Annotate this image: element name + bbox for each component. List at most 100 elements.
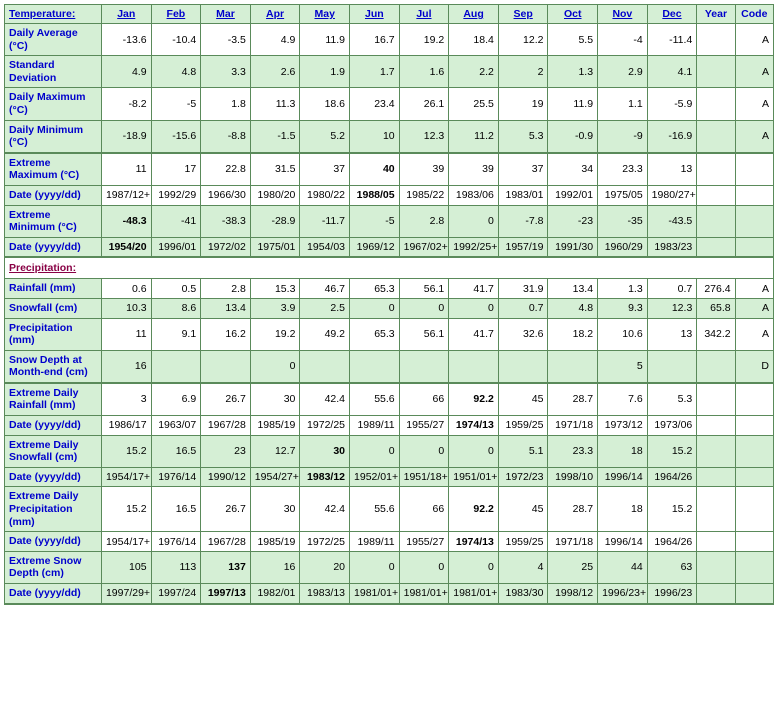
month-link[interactable]: Sep bbox=[514, 8, 533, 20]
cell bbox=[697, 383, 735, 416]
cell: 12.3 bbox=[399, 120, 449, 153]
cell: 1981/01+ bbox=[449, 584, 499, 604]
row-label: Date (yyyy/dd) bbox=[5, 237, 102, 257]
cell: 2.9 bbox=[598, 56, 648, 88]
cell: 8.6 bbox=[151, 298, 201, 318]
cell: 1974/13 bbox=[449, 416, 499, 436]
cell: 19 bbox=[498, 88, 548, 120]
cell: 5.1 bbox=[498, 435, 548, 467]
cell: 1.1 bbox=[598, 88, 648, 120]
cell: 2.8 bbox=[399, 205, 449, 237]
cell: -13.6 bbox=[101, 24, 151, 56]
cell: 15.2 bbox=[101, 487, 151, 532]
cell: 1981/01+ bbox=[350, 584, 400, 604]
table-row: Extreme Minimum (°C)-48.3-41-38.3-28.9-1… bbox=[5, 205, 774, 237]
month-link[interactable]: Jun bbox=[365, 8, 384, 20]
cell: 4.8 bbox=[548, 298, 598, 318]
month-link[interactable]: Aug bbox=[463, 8, 483, 20]
cell: 16.2 bbox=[201, 318, 251, 350]
month-link[interactable]: Nov bbox=[612, 8, 632, 20]
cell: 1972/02 bbox=[201, 237, 251, 257]
month-link[interactable]: Jul bbox=[416, 8, 431, 20]
cell: -5 bbox=[151, 88, 201, 120]
cell: 1.3 bbox=[548, 56, 598, 88]
month-link[interactable]: Mar bbox=[216, 8, 235, 20]
cell: 1972/23 bbox=[498, 467, 548, 487]
cell bbox=[735, 237, 773, 257]
cell: 39 bbox=[399, 153, 449, 186]
cell: 1992/01 bbox=[548, 185, 598, 205]
cell: 1997/29+ bbox=[101, 584, 151, 604]
cell: 42.4 bbox=[300, 487, 350, 532]
cell: 5.5 bbox=[548, 24, 598, 56]
cell: 2.2 bbox=[449, 56, 499, 88]
cell: 1972/25 bbox=[300, 416, 350, 436]
cell: 32.6 bbox=[498, 318, 548, 350]
table-row: Rainfall (mm)0.60.52.815.346.765.356.141… bbox=[5, 279, 774, 299]
cell: 1997/13 bbox=[201, 584, 251, 604]
cell bbox=[697, 56, 735, 88]
cell: 13 bbox=[647, 318, 697, 350]
month-link[interactable]: Apr bbox=[266, 8, 284, 20]
cell: 5.3 bbox=[498, 120, 548, 153]
cell: 2.6 bbox=[250, 56, 300, 88]
table-row: Date (yyyy/dd)1986/171963/071967/281985/… bbox=[5, 416, 774, 436]
cell: 1983/13 bbox=[300, 584, 350, 604]
cell bbox=[735, 584, 773, 604]
cell: 1983/01 bbox=[498, 185, 548, 205]
cell: 1976/14 bbox=[151, 532, 201, 552]
cell: A bbox=[735, 88, 773, 120]
row-label: Precipitation (mm) bbox=[5, 318, 102, 350]
cell: 4.8 bbox=[151, 56, 201, 88]
cell: 1.7 bbox=[350, 56, 400, 88]
cell: 1983/06 bbox=[449, 185, 499, 205]
cell: 56.1 bbox=[399, 279, 449, 299]
month-link[interactable]: Dec bbox=[662, 8, 681, 20]
cell: 44 bbox=[598, 551, 648, 583]
cell: 15.3 bbox=[250, 279, 300, 299]
month-link[interactable]: Feb bbox=[167, 8, 186, 20]
cell: 30 bbox=[300, 435, 350, 467]
cell bbox=[697, 584, 735, 604]
cell bbox=[735, 467, 773, 487]
cell: 0 bbox=[449, 435, 499, 467]
cell: 1996/14 bbox=[598, 532, 648, 552]
cell: 1964/26 bbox=[647, 532, 697, 552]
cell: 1960/29 bbox=[598, 237, 648, 257]
row-label: Date (yyyy/dd) bbox=[5, 532, 102, 552]
cell bbox=[697, 435, 735, 467]
col-oct: Oct bbox=[548, 5, 598, 24]
cell bbox=[735, 153, 773, 186]
cell: 23.4 bbox=[350, 88, 400, 120]
cell: 12.7 bbox=[250, 435, 300, 467]
cell: 1987/12+ bbox=[101, 185, 151, 205]
month-link[interactable]: May bbox=[314, 8, 334, 20]
col-feb: Feb bbox=[151, 5, 201, 24]
col-mar: Mar bbox=[201, 5, 251, 24]
cell bbox=[350, 350, 400, 383]
row-label: Snow Depth at Month-end (cm) bbox=[5, 350, 102, 383]
temperature-link[interactable]: Temperature: bbox=[9, 8, 75, 20]
cell bbox=[735, 435, 773, 467]
cell: 23.3 bbox=[598, 153, 648, 186]
row-label: Extreme Maximum (°C) bbox=[5, 153, 102, 186]
cell: 63 bbox=[647, 551, 697, 583]
cell: 0 bbox=[449, 205, 499, 237]
row-label: Daily Minimum (°C) bbox=[5, 120, 102, 153]
month-link[interactable]: Jan bbox=[117, 8, 135, 20]
cell: 6.9 bbox=[151, 383, 201, 416]
cell: 42.4 bbox=[300, 383, 350, 416]
cell: 26.1 bbox=[399, 88, 449, 120]
cell: 1980/22 bbox=[300, 185, 350, 205]
col-jul: Jul bbox=[399, 5, 449, 24]
cell: 15.2 bbox=[101, 435, 151, 467]
cell bbox=[697, 467, 735, 487]
month-link[interactable]: Oct bbox=[564, 8, 582, 20]
table-row: Snow Depth at Month-end (cm)1605D bbox=[5, 350, 774, 383]
section-precipitation: Precipitation: bbox=[5, 257, 774, 279]
cell: -11.4 bbox=[647, 24, 697, 56]
cell: 22.8 bbox=[201, 153, 251, 186]
cell: -28.9 bbox=[250, 205, 300, 237]
cell: 19.2 bbox=[399, 24, 449, 56]
cell: 1966/30 bbox=[201, 185, 251, 205]
